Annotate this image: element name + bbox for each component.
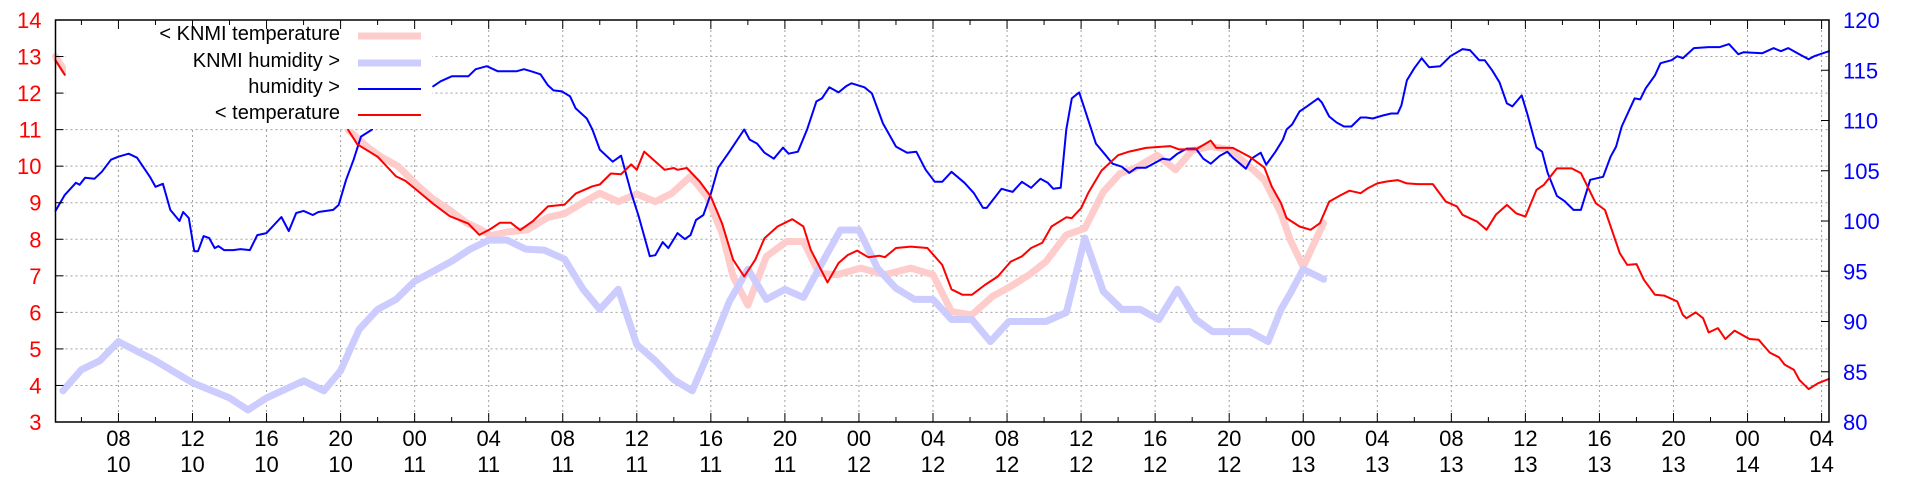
y-tick-label: 8 xyxy=(29,227,41,252)
series-line-humidity xyxy=(54,43,1830,258)
y2-tick-label: 110 xyxy=(1843,109,1878,134)
x-tick-label-day: 13 xyxy=(1291,452,1315,477)
x-tick-label-time: 08 xyxy=(1439,426,1463,451)
y-tick-label: 11 xyxy=(19,118,42,143)
x-tick-label-time: 00 xyxy=(1735,426,1759,451)
x-tick-label-day: 12 xyxy=(1143,452,1167,477)
legend-label-humidity: humidity > xyxy=(248,76,340,98)
x-tick-label-time: 04 xyxy=(1365,426,1389,451)
x-tick-label-time: 04 xyxy=(921,426,945,451)
legend-label-knmi-temperature: < KNMI temperature xyxy=(159,23,340,45)
y-tick-label: 7 xyxy=(29,264,41,289)
x-tick-label-day: 10 xyxy=(328,452,352,477)
x-tick-label-day: 10 xyxy=(254,452,278,477)
x-tick-label-time: 16 xyxy=(1587,426,1611,451)
x-tick-label-day: 12 xyxy=(847,452,871,477)
x-tick-label-day: 13 xyxy=(1439,452,1463,477)
legend-label-temperature: < temperature xyxy=(215,102,340,124)
y-tick-label: 3 xyxy=(29,410,41,435)
y2-tick-label: 90 xyxy=(1843,310,1867,335)
x-tick-label-time: 16 xyxy=(1143,426,1167,451)
axes: 3456789101112131480859095100105110115120… xyxy=(17,8,1880,477)
x-tick-label-time: 08 xyxy=(106,426,130,451)
x-tick-label-time: 04 xyxy=(476,426,500,451)
series-layer xyxy=(52,43,1830,414)
x-tick-label-day: 11 xyxy=(773,452,796,477)
x-tick-label-time: 12 xyxy=(1069,426,1093,451)
x-tick-label-time: 12 xyxy=(1513,426,1537,451)
x-tick-label-time: 16 xyxy=(254,426,278,451)
y-tick-label: 10 xyxy=(17,154,41,179)
y-tick-label: 4 xyxy=(29,373,41,398)
x-tick-label-time: 20 xyxy=(1217,426,1241,451)
y-tick-label: 14 xyxy=(17,8,41,33)
x-tick-label-time: 16 xyxy=(699,426,723,451)
y-tick-label: 5 xyxy=(29,337,41,362)
x-tick-label-time: 20 xyxy=(1661,426,1685,451)
x-tick-label-time: 04 xyxy=(1809,426,1833,451)
x-tick-label-time: 12 xyxy=(625,426,649,451)
x-tick-label-time: 12 xyxy=(180,426,204,451)
y2-tick-label: 105 xyxy=(1843,159,1880,184)
x-tick-label-day: 13 xyxy=(1365,452,1389,477)
legend-label-knmi-humidity: KNMI humidity > xyxy=(193,50,340,72)
x-tick-label-time: 00 xyxy=(402,426,426,451)
x-tick-label-day: 13 xyxy=(1513,452,1537,477)
x-tick-label-day: 11 xyxy=(699,452,722,477)
series-line-temperature xyxy=(54,59,1830,391)
x-tick-label-day: 12 xyxy=(921,452,945,477)
series-line-knmi-temperature xyxy=(52,53,1328,319)
x-tick-label-day: 11 xyxy=(551,452,574,477)
x-tick-label-day: 13 xyxy=(1587,452,1611,477)
x-tick-label-time: 00 xyxy=(1291,426,1315,451)
x-tick-label-time: 08 xyxy=(551,426,575,451)
x-tick-label-day: 12 xyxy=(1069,452,1093,477)
x-tick-label-day: 10 xyxy=(106,452,130,477)
x-tick-label-day: 10 xyxy=(180,452,204,477)
y-tick-label: 6 xyxy=(29,300,41,325)
x-tick-label-day: 11 xyxy=(477,452,500,477)
y-tick-label: 12 xyxy=(17,81,41,106)
x-tick-label-day: 13 xyxy=(1661,452,1685,477)
x-tick-label-day: 12 xyxy=(995,452,1019,477)
x-tick-label-day: 14 xyxy=(1735,452,1759,477)
x-tick-label-time: 20 xyxy=(773,426,797,451)
x-tick-label-time: 08 xyxy=(995,426,1019,451)
y-tick-label: 13 xyxy=(17,45,41,70)
x-tick-label-day: 12 xyxy=(1217,452,1241,477)
y2-tick-label: 80 xyxy=(1843,410,1867,435)
x-tick-label-day: 11 xyxy=(625,452,648,477)
y2-tick-label: 120 xyxy=(1843,8,1880,33)
y2-tick-label: 95 xyxy=(1843,259,1867,284)
legend: < KNMI temperature KNMI humidity > humidit… xyxy=(66,21,432,129)
y2-tick-label: 85 xyxy=(1843,360,1867,385)
x-tick-label-day: 14 xyxy=(1809,452,1833,477)
y2-tick-label: 100 xyxy=(1843,209,1880,234)
y-tick-label: 9 xyxy=(29,191,41,216)
x-tick-label-day: 11 xyxy=(403,452,426,477)
series-line-knmi-humidity xyxy=(59,226,1328,414)
x-tick-label-time: 20 xyxy=(328,426,352,451)
y2-tick-label: 115 xyxy=(1843,58,1878,83)
x-tick-label-time: 00 xyxy=(847,426,871,451)
